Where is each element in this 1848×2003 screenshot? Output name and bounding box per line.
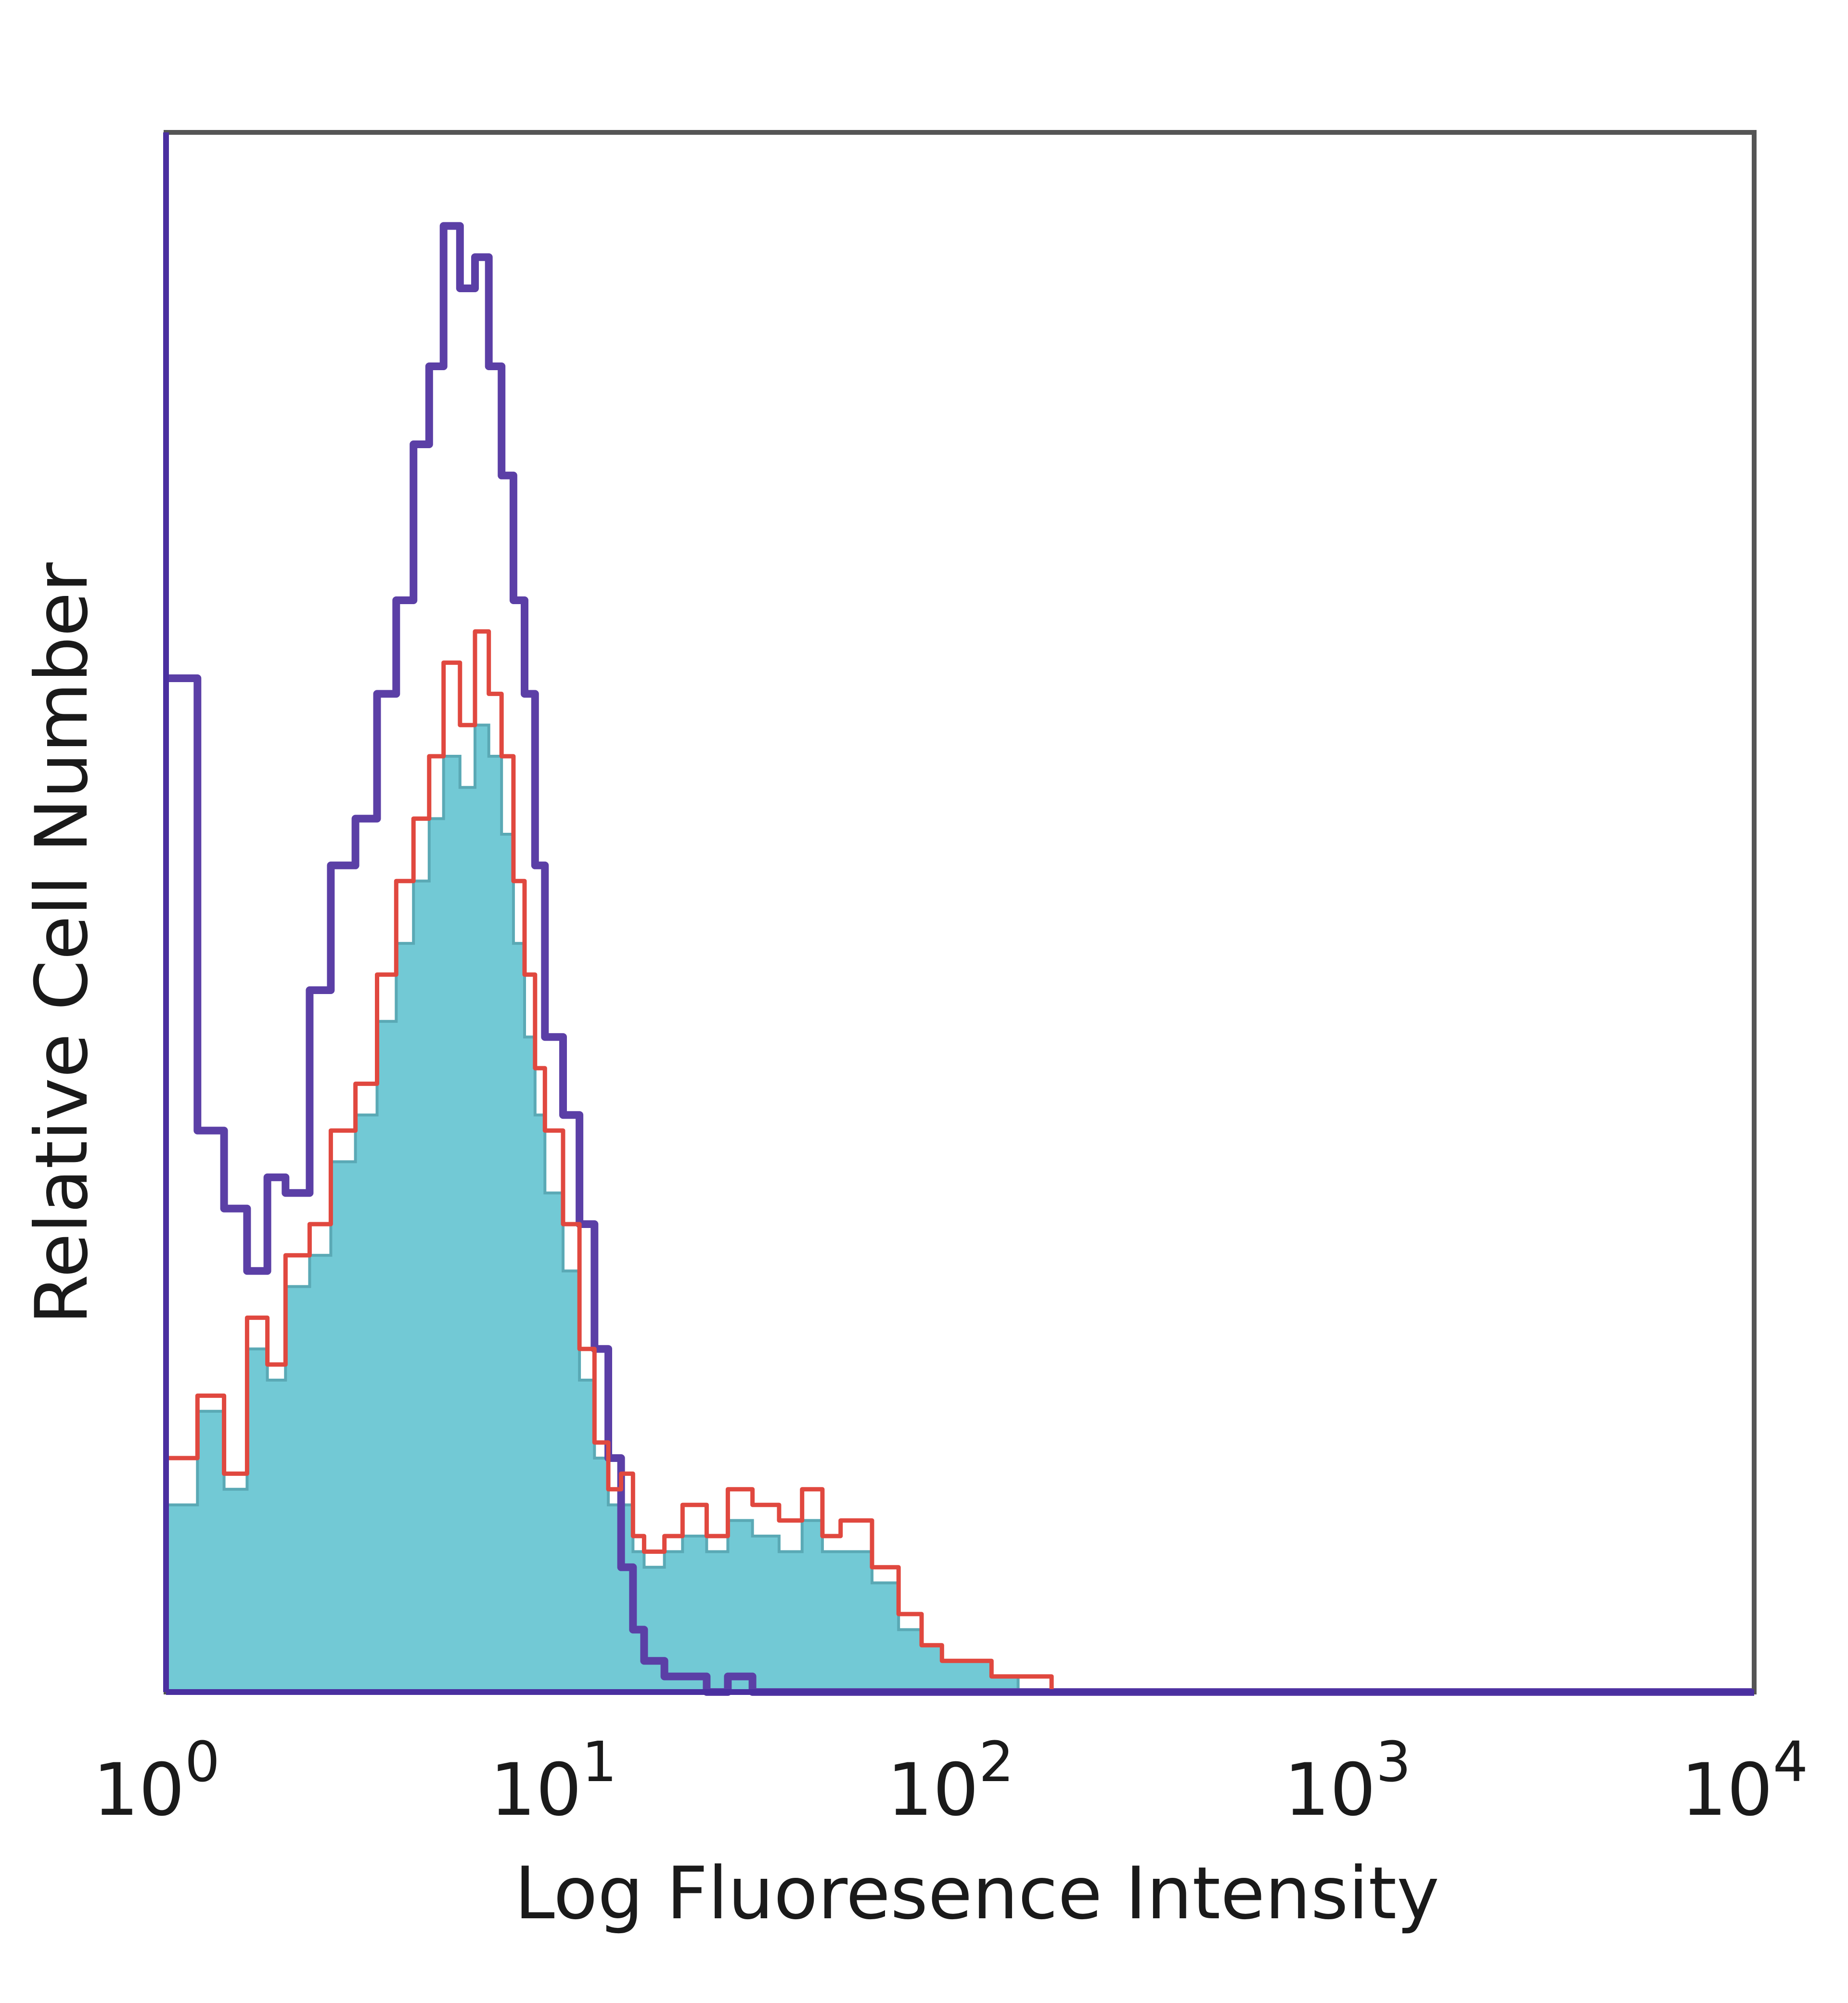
x-tick-base-0: 10 [93,1748,185,1832]
x-axis-label: Log Fluoresence Intensity [514,1852,1439,1936]
x-tick-label-4: 104 [1681,1730,1808,1832]
x-tick-exponent-1: 1 [582,1730,617,1795]
x-tick-exponent-2: 2 [979,1730,1014,1795]
x-tick-label-1: 101 [490,1730,617,1832]
x-tick-exponent-3: 3 [1376,1730,1411,1795]
y-axis-label: Relative Cell Number [20,562,104,1325]
series-2-filled-histogram [165,724,1754,1693]
series-1-outline-histogram [166,629,1754,1694]
x-tick-exponent-4: 4 [1773,1730,1808,1795]
x-tick-labels: 100 101 102 103 104 [93,1730,1808,1832]
x-tick-exponent-0: 0 [185,1730,220,1795]
x-tick-label-0: 100 [93,1730,220,1832]
x-tick-label-2: 102 [887,1730,1014,1832]
x-tick-base-1: 10 [490,1748,582,1832]
x-tick-base-3: 10 [1284,1748,1376,1832]
x-tick-base-4: 10 [1681,1748,1773,1832]
x-tick-label-3: 103 [1284,1730,1411,1832]
series-layer [165,222,1754,1696]
x-tick-base-2: 10 [887,1748,979,1832]
